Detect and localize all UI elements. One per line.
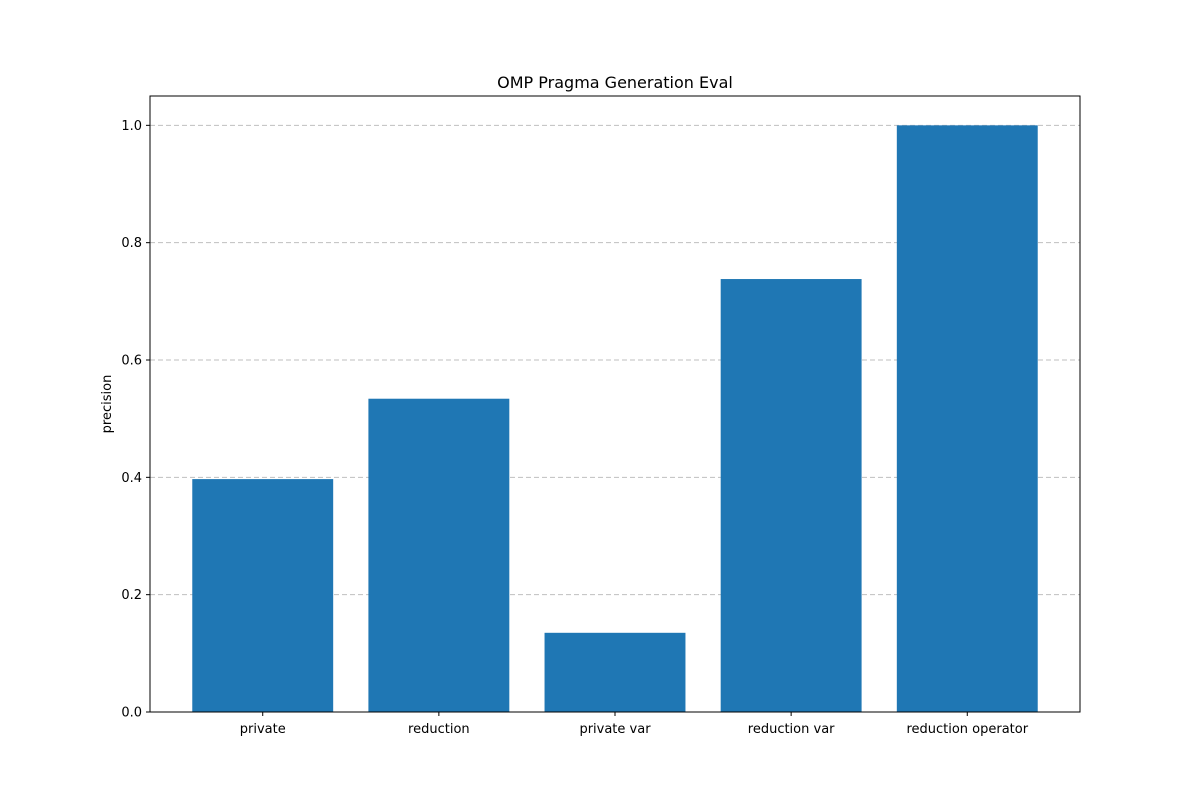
y-tick-label: 0.4 [121, 471, 142, 486]
y-tick-label: 1.0 [121, 119, 142, 134]
bar [720, 279, 862, 712]
x-tick-label: private var [579, 722, 651, 737]
y-tick-label: 0.2 [121, 588, 142, 603]
x-tick-label: reduction var [748, 722, 835, 737]
bar [368, 398, 510, 712]
y-axis-ticks: 0.0 0.2 0.4 0.6 0.8 1.0 [121, 119, 150, 721]
x-axis-ticks: private reduction private var reduction var… [240, 712, 1029, 737]
y-tick-label: 0.0 [121, 706, 142, 721]
bar [192, 479, 334, 712]
bar [896, 125, 1038, 713]
y-axis-label: precision [100, 375, 115, 434]
chart-title: OMP Pragma Generation Eval [497, 73, 733, 92]
x-tick-label: private [240, 722, 286, 737]
bars [192, 125, 1038, 713]
y-tick-label: 0.6 [121, 354, 142, 369]
x-tick-label: reduction [408, 722, 470, 737]
bar [544, 632, 686, 712]
y-tick-label: 0.8 [121, 236, 142, 251]
x-tick-label: reduction operator [906, 722, 1028, 737]
